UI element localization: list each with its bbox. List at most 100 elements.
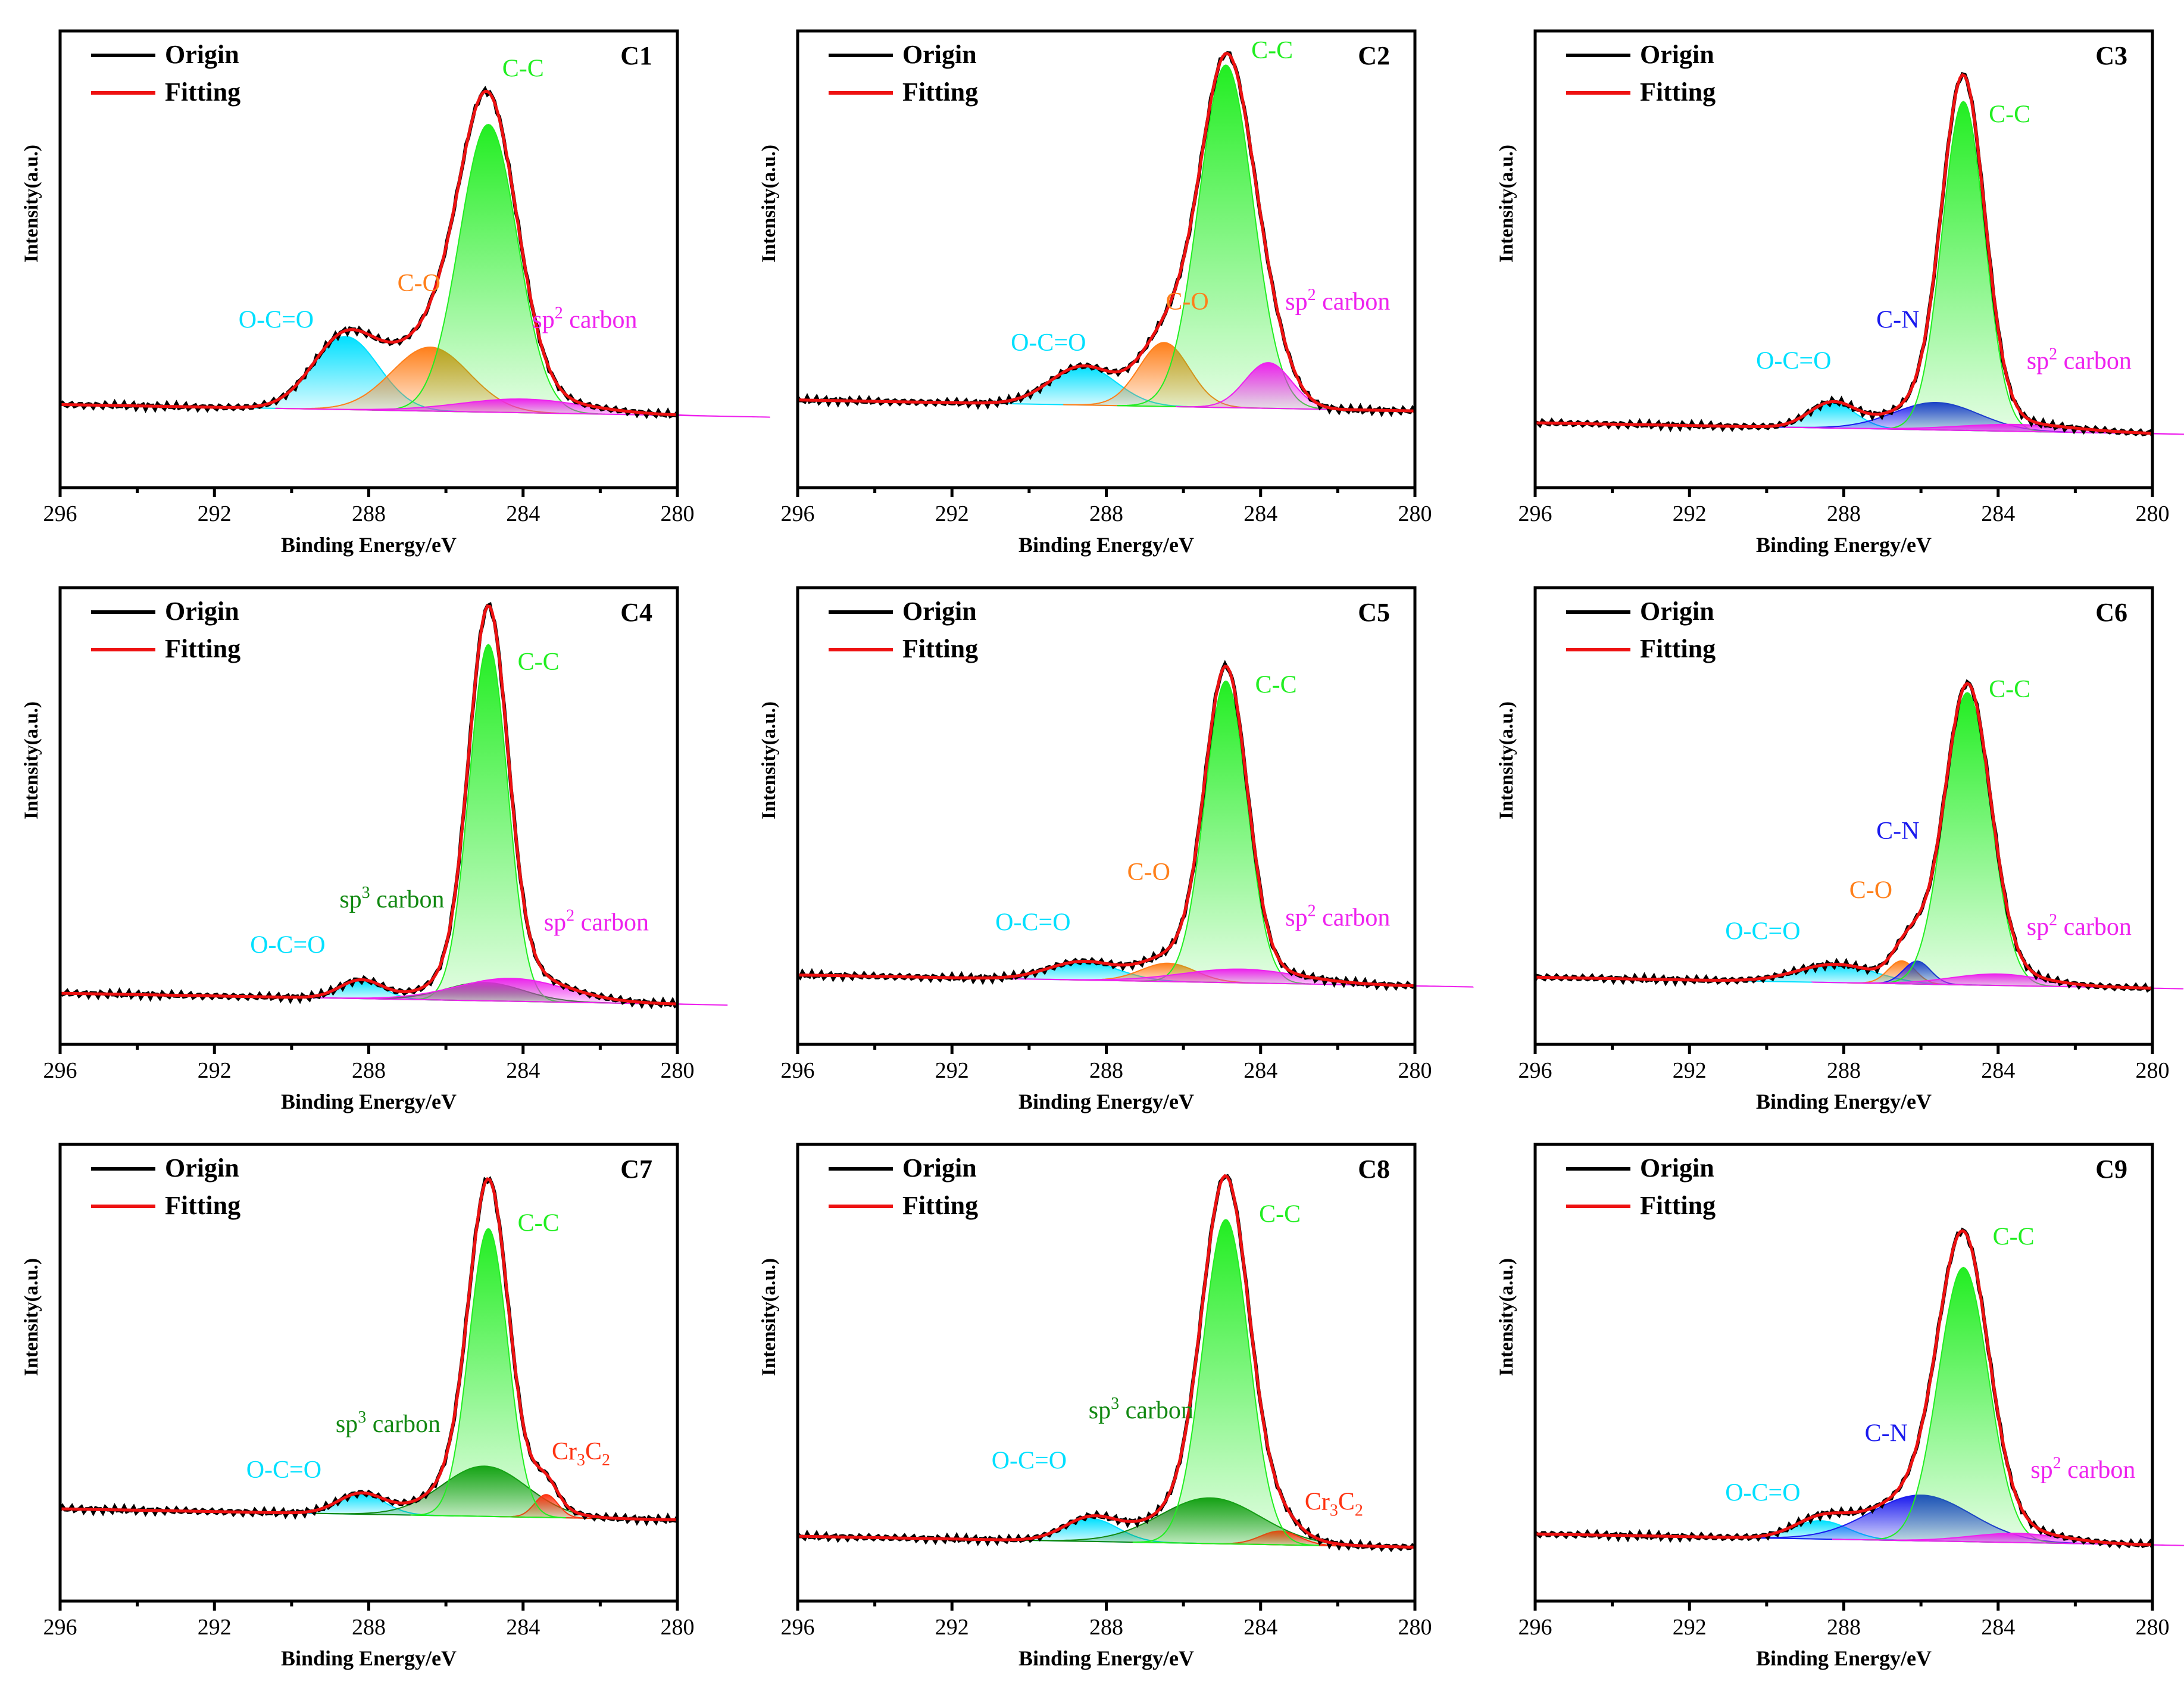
legend-label-fitting: Fitting: [1640, 1191, 1716, 1220]
fitting-line: [797, 664, 1416, 988]
x-tick-label: 284: [1243, 501, 1277, 526]
peak-annotation: C-O: [1166, 288, 1208, 316]
origin-line: [1534, 1227, 2154, 1549]
x-tick-label: 296: [1519, 1615, 1552, 1640]
x-axis-label: Binding Energy/eV: [1756, 1646, 1932, 1670]
x-tick-label: 284: [1243, 1058, 1277, 1083]
x-axis-label: Binding Energy/eV: [1018, 1646, 1194, 1670]
xps-panel-c5: 296 292 288 284 280 Binding Energy/eV Intensit…: [758, 586, 1474, 1113]
x-tick-label: 292: [198, 501, 232, 526]
panel-title: C8: [1358, 1155, 1390, 1184]
peak-annotation: C-C: [1989, 101, 2030, 128]
peak-annotation: C-C: [518, 1210, 560, 1237]
plot-frame: [796, 29, 1417, 489]
legend-label-fitting: Fitting: [902, 77, 978, 107]
x-tick-label: 288: [352, 501, 386, 526]
peak-annotation: sp2 carbon: [2027, 345, 2132, 375]
x-tick-label: 288: [1827, 1615, 1861, 1640]
x-tick-label: 280: [661, 1615, 695, 1640]
legend-label-fitting: Fitting: [1640, 77, 1716, 107]
x-tick-label: 280: [2136, 1058, 2170, 1083]
legend-label-origin: Origin: [902, 40, 977, 69]
peak-annotation: sp2 carbon: [2030, 1454, 2135, 1484]
legend-label-origin: Origin: [165, 40, 239, 69]
xps-panel-c3: 296 292 288 284 280 Binding Energy/eV Intensit…: [1496, 29, 2184, 557]
y-axis-label: Intensity(a.u.): [21, 701, 42, 819]
peak-annotation: C-C: [1989, 676, 2030, 703]
peak-annotation: sp2 carbon: [1285, 286, 1390, 316]
peak-c-c: [410, 1228, 567, 1519]
peak-annotation: sp2 carbon: [532, 304, 637, 334]
fitting-line: [1535, 681, 2153, 990]
x-tick-label: 288: [352, 1615, 386, 1640]
peak-c-c: [410, 644, 567, 1003]
x-tick-label: 284: [506, 1615, 540, 1640]
fitting-line: [60, 89, 678, 417]
xps-panel-c6: 296 292 288 284 280 Binding Energy/eV Intensit…: [1496, 586, 2184, 1113]
peak-annotation: C-C: [1993, 1224, 2035, 1251]
x-axis-label: Binding Energy/eV: [1018, 1090, 1194, 1113]
x-tick-label: 288: [1089, 1058, 1123, 1083]
peak-annotation: C-C: [502, 55, 544, 83]
x-tick-label: 296: [1519, 501, 1552, 526]
peak-annotation: C-C: [518, 648, 560, 676]
x-tick-label: 292: [935, 501, 969, 526]
panel-title: C7: [620, 1155, 652, 1184]
x-tick-label: 296: [43, 501, 77, 526]
x-tick-label: 284: [1981, 1058, 2015, 1083]
x-axis-label: Binding Energy/eV: [281, 533, 457, 557]
x-tick-label: 288: [1827, 1058, 1861, 1083]
xps-panel-c9: 296 292 288 284 280 Binding Energy/eV Intensit…: [1496, 1143, 2184, 1670]
x-tick-label: 296: [781, 501, 815, 526]
legend-label-fitting: Fitting: [165, 77, 240, 107]
x-tick-label: 292: [1673, 1615, 1707, 1640]
peak-c-c: [1877, 101, 2049, 433]
y-axis-label: Intensity(a.u.): [1496, 1258, 1517, 1376]
peak-annotation: C-C: [1259, 1200, 1301, 1228]
xps-panel-c1: 296 292 288 284 280 Binding Energy/eV Intensit…: [21, 29, 770, 557]
x-tick-label: 288: [1089, 501, 1123, 526]
peak-annotation: O-C=O: [1756, 348, 1831, 375]
origin-line: [59, 601, 679, 1009]
x-tick-label: 292: [198, 1615, 232, 1640]
x-axis-label: Binding Energy/eV: [1018, 533, 1194, 557]
y-axis-label: Intensity(a.u.): [758, 145, 780, 263]
peak-annotation: sp3 carbon: [339, 884, 444, 913]
x-tick-label: 284: [1981, 501, 2015, 526]
legend-label-origin: Origin: [1640, 597, 1714, 626]
x-axis-label: Binding Energy/eV: [1756, 1090, 1932, 1113]
peak-annotation: C-O: [1127, 859, 1170, 886]
peak-annotation: sp2 carbon: [1285, 902, 1390, 932]
origin-line: [1533, 679, 2153, 993]
x-tick-label: 284: [1981, 1615, 2015, 1640]
x-axis-label: Binding Energy/eV: [1756, 533, 1932, 557]
xps-panel-c2: 296 292 288 284 280 Binding Energy/eV Intensit…: [758, 29, 1432, 557]
x-tick-label: 292: [935, 1058, 969, 1083]
plot-frame: [58, 586, 679, 1046]
fitting-line: [1535, 1229, 2153, 1546]
peak-annotation: O-C=O: [246, 1456, 321, 1484]
x-tick-label: 292: [935, 1615, 969, 1640]
peak-annotation: sp2 carbon: [544, 906, 649, 936]
legend-label-origin: Origin: [1640, 1153, 1714, 1183]
peak-annotation: O-C=O: [1725, 918, 1800, 946]
x-tick-label: 280: [1398, 1058, 1432, 1083]
xps-panel-c8: 296 292 288 284 280 Binding Energy/eV Intensit…: [758, 1143, 1432, 1670]
legend-label-fitting: Fitting: [902, 634, 978, 663]
origin-line: [1535, 71, 2154, 437]
x-tick-label: 292: [1673, 1058, 1707, 1083]
peak-annotation: sp3 carbon: [1089, 1394, 1193, 1424]
panel-title: C4: [620, 598, 652, 627]
y-axis-label: Intensity(a.u.): [758, 1258, 780, 1376]
x-tick-label: 280: [661, 501, 695, 526]
x-tick-label: 288: [1827, 501, 1861, 526]
panel-title: C2: [1358, 41, 1390, 70]
legend-label-origin: Origin: [1640, 40, 1714, 69]
peak-annotation: C-N: [1865, 1420, 1908, 1447]
peak-annotation: Cr3C2: [1305, 1489, 1363, 1520]
legend-label-origin: Origin: [165, 597, 239, 626]
legend-label-fitting: Fitting: [165, 634, 240, 663]
legend-label-origin: Origin: [902, 597, 977, 626]
legend-label-origin: Origin: [165, 1153, 239, 1183]
